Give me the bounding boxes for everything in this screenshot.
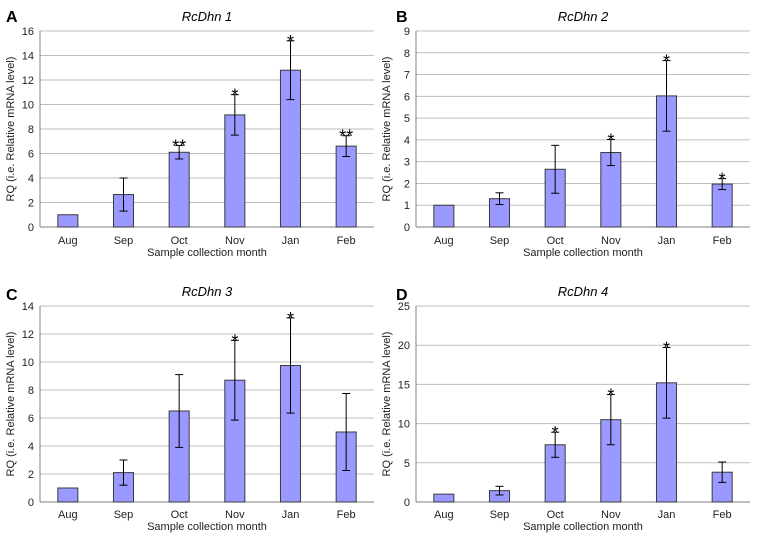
x-tick-label: Jan: [658, 509, 676, 521]
significance-mark: *: [663, 339, 670, 359]
x-tick-label: Nov: [601, 235, 621, 247]
x-tick-label: Jan: [282, 235, 300, 247]
y-tick-label: 8: [404, 48, 410, 60]
bar-aug: [433, 204, 455, 228]
significance-mark: **: [339, 127, 353, 147]
chart-title: RcDhn 4: [558, 284, 609, 299]
y-axis-label: RQ (i.e. Relative mRNA level): [5, 332, 17, 477]
significance-mark: *: [552, 423, 559, 443]
x-axis-label: Sample collection month: [523, 521, 643, 533]
x-tick-label: Oct: [171, 235, 188, 247]
x-tick-label: Jan: [658, 235, 676, 247]
y-tick-label: 10: [398, 419, 410, 431]
y-tick-label: 7: [404, 70, 410, 82]
bar-aug: [57, 487, 79, 503]
x-tick-label: Sep: [490, 509, 510, 521]
significance-mark: *: [231, 331, 238, 351]
y-axis-label: RQ (i.e. Relative mRNA level): [381, 332, 393, 477]
significance-mark: *: [231, 86, 238, 106]
x-tick-label: Feb: [713, 235, 732, 247]
y-axis-label: RQ (i.e. Relative mRNA level): [5, 57, 17, 202]
chart-panel-d: 0 5 10 15 20 25 Aug Sep * Oct * Nov * Jan Feb RcDhn 4 D S…: [381, 284, 750, 533]
x-tick-label: Nov: [225, 509, 245, 521]
panel-label: A: [6, 9, 18, 26]
y-tick-label: 1: [404, 200, 410, 212]
y-tick-label: 2: [28, 469, 34, 481]
bar-aug: [57, 214, 79, 228]
significance-mark: *: [663, 52, 670, 72]
x-tick-label: Aug: [58, 509, 78, 521]
y-tick-label: 4: [28, 173, 34, 185]
significance-mark: *: [719, 170, 726, 190]
chart-panel-a: 0 2 4 6 8 10 12 14 16 Aug Sep ** Oct * Nov * Jan ** Feb RcD…: [5, 9, 374, 259]
x-tick-label: Nov: [225, 235, 245, 247]
y-tick-label: 12: [22, 329, 34, 341]
chart-title: RcDhn 3: [182, 284, 233, 299]
x-axis-label: Sample collection month: [147, 521, 267, 533]
significance-mark: *: [607, 386, 614, 406]
y-tick-label: 16: [22, 26, 34, 38]
y-tick-label: 15: [398, 379, 410, 391]
chart-title: RcDhn 2: [558, 9, 609, 24]
y-tick-label: 4: [28, 441, 34, 453]
y-tick-label: 5: [404, 113, 410, 125]
y-tick-label: 8: [28, 124, 34, 136]
panel-label: C: [6, 287, 18, 304]
y-tick-label: 10: [22, 357, 34, 369]
y-tick-label: 9: [404, 26, 410, 38]
bar-feb: [335, 145, 357, 228]
y-tick-label: 8: [28, 385, 34, 397]
chart-panel-c: 0 2 4 6 8 10 12 14 Aug Sep Oct * Nov * Jan Feb RcDhn 3 C S…: [5, 284, 374, 533]
x-tick-label: Feb: [337, 509, 356, 521]
x-tick-label: Oct: [547, 235, 564, 247]
y-tick-label: 12: [22, 75, 34, 87]
x-tick-label: Aug: [434, 509, 454, 521]
x-tick-label: Feb: [337, 235, 356, 247]
y-tick-label: 14: [22, 51, 34, 63]
significance-mark: *: [287, 309, 294, 329]
significance-mark: *: [287, 32, 294, 52]
y-tick-label: 10: [22, 100, 34, 112]
bar-aug: [433, 493, 455, 503]
x-tick-label: Sep: [114, 235, 134, 247]
x-tick-label: Feb: [713, 509, 732, 521]
significance-mark: **: [172, 137, 186, 157]
x-tick-label: Aug: [58, 235, 78, 247]
x-tick-label: Sep: [114, 509, 134, 521]
y-tick-label: 0: [404, 497, 410, 509]
y-tick-label: 4: [404, 135, 410, 147]
x-tick-label: Nov: [601, 509, 621, 521]
chart-title: RcDhn 1: [182, 9, 233, 24]
x-tick-label: Sep: [490, 235, 510, 247]
y-tick-label: 6: [28, 413, 34, 425]
panel-label: B: [396, 9, 408, 26]
y-tick-label: 20: [398, 340, 410, 352]
y-tick-label: 6: [28, 149, 34, 161]
x-axis-label: Sample collection month: [147, 247, 267, 259]
x-tick-label: Aug: [434, 235, 454, 247]
bar-feb: [711, 183, 733, 228]
y-tick-label: 2: [28, 198, 34, 210]
y-tick-label: 6: [404, 91, 410, 103]
y-tick-label: 0: [28, 222, 34, 234]
y-tick-label: 0: [28, 497, 34, 509]
y-tick-label: 3: [404, 157, 410, 169]
significance-mark: *: [607, 130, 614, 150]
y-tick-label: 0: [404, 222, 410, 234]
y-axis-label: RQ (i.e. Relative mRNA level): [381, 57, 393, 202]
panel-label: D: [396, 287, 408, 304]
x-tick-label: Oct: [171, 509, 188, 521]
x-tick-label: Jan: [282, 509, 300, 521]
y-tick-label: 14: [22, 301, 34, 313]
x-axis-label: Sample collection month: [523, 247, 643, 259]
y-tick-label: 25: [398, 301, 410, 313]
x-tick-label: Oct: [547, 509, 564, 521]
bar-oct: [168, 151, 190, 228]
y-tick-label: 2: [404, 178, 410, 190]
y-tick-label: 5: [404, 458, 410, 470]
chart-panel-b: 0 1 2 3 4 5 6 7 8 9 Aug Sep Oct * Nov * Jan * Feb RcDhn 2 B S…: [381, 9, 750, 259]
